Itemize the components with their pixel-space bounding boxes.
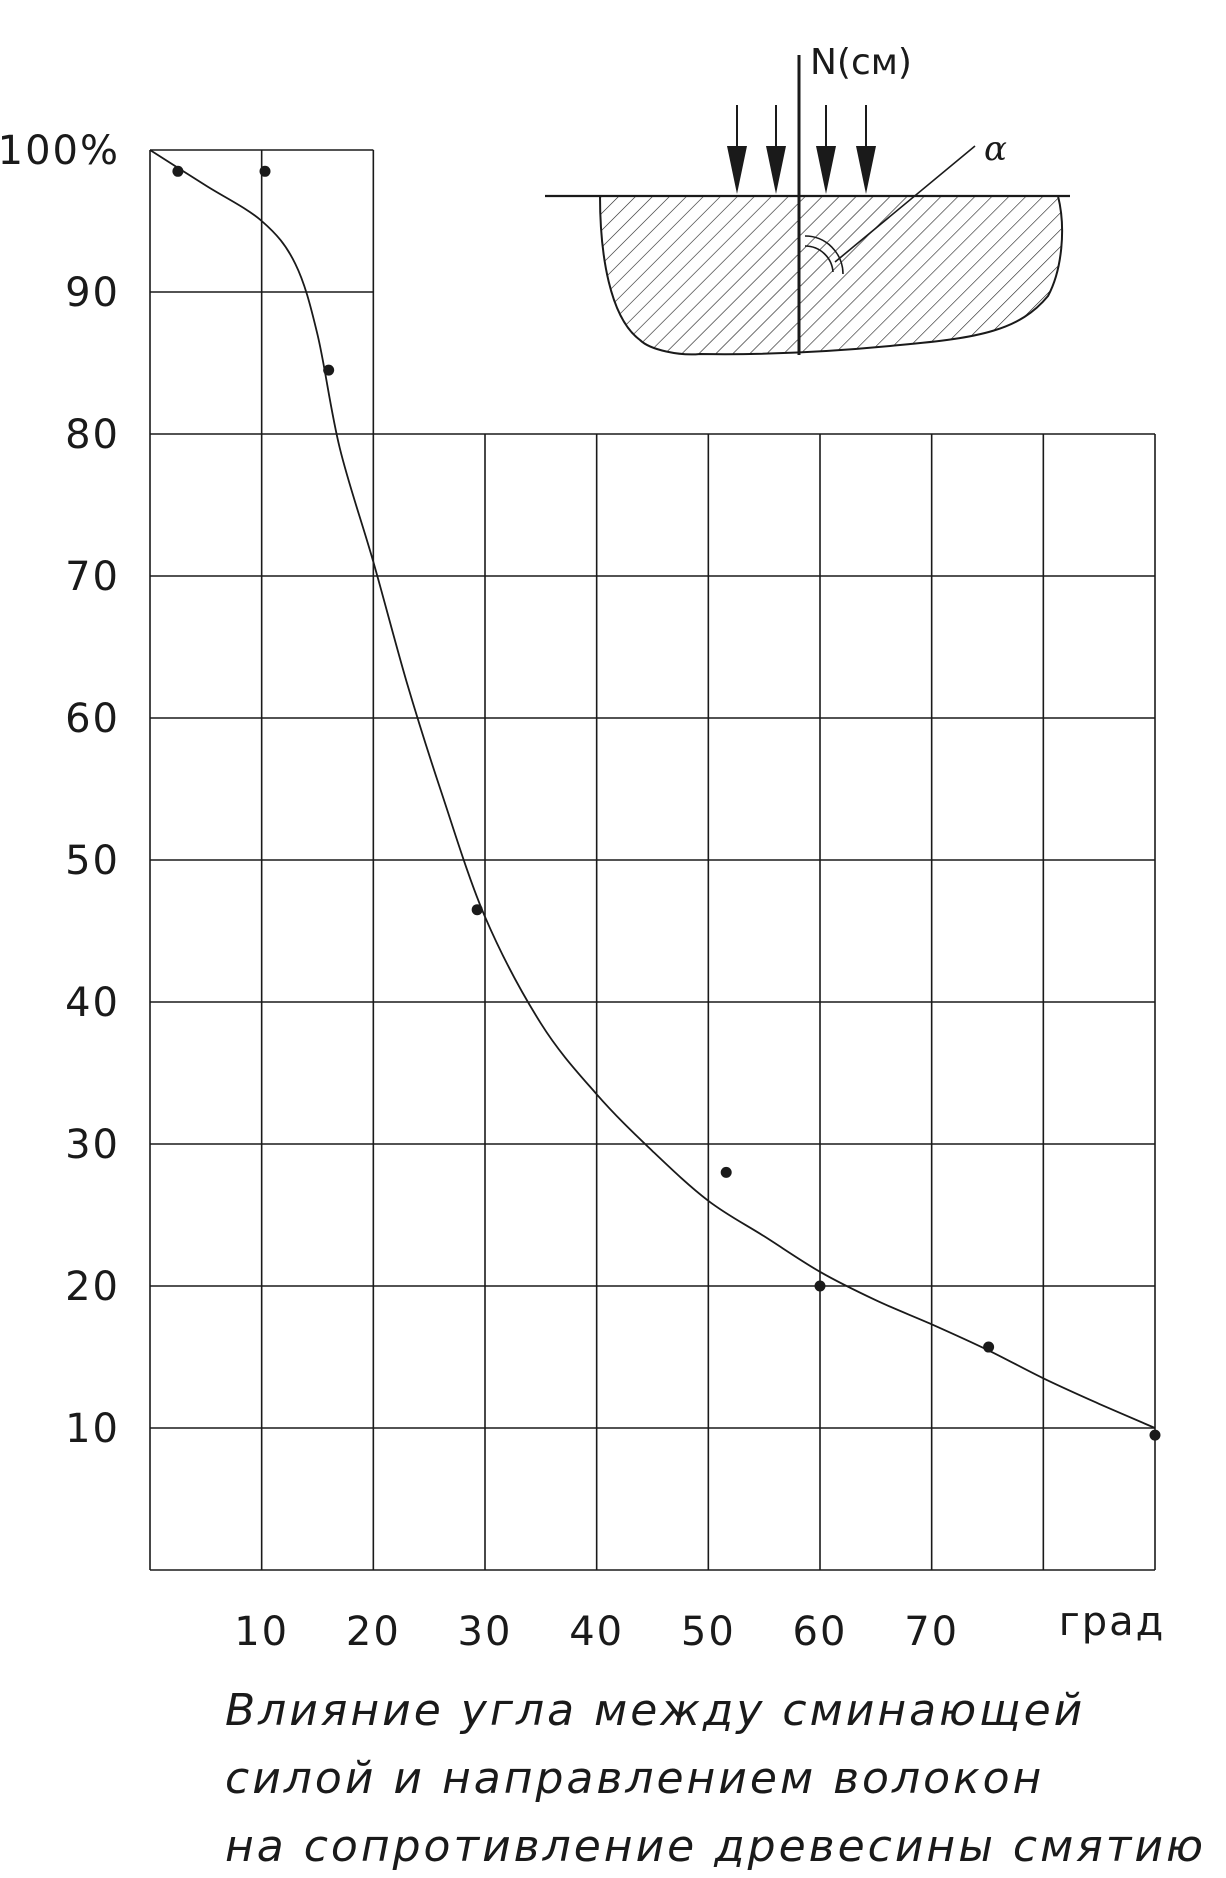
fit-curve (149, 149, 1156, 1429)
data-point (1149, 1429, 1161, 1441)
x-tick-label: 50 (681, 1609, 736, 1655)
load-arrow (856, 105, 876, 194)
y-tick-label: 40 (65, 980, 120, 1026)
y-tick-label: 20 (65, 1264, 120, 1310)
angle-label: α (984, 129, 1007, 169)
y-tick-label: 90 (65, 270, 120, 316)
y-tick-label: 10 (65, 1406, 120, 1452)
load-arrow (766, 105, 786, 194)
data-points (172, 165, 1161, 1441)
y-tick-label: 60 (65, 696, 120, 742)
inset-diagram: N(см) α (545, 42, 1070, 356)
data-point (172, 165, 184, 177)
x-tick-label: 40 (569, 1609, 624, 1655)
x-tick-labels: 10 20 30 40 50 60 70 (234, 1609, 959, 1655)
data-point (720, 1166, 732, 1178)
x-tick-label: 10 (234, 1609, 289, 1655)
y-tick-label: 30 (65, 1122, 120, 1168)
force-label: N(см) (810, 42, 912, 83)
y-tick-label: 100% (0, 128, 120, 174)
data-point (983, 1341, 995, 1353)
x-tick-label: 30 (458, 1609, 513, 1655)
angle-arc (804, 235, 844, 275)
load-arrow (727, 105, 747, 194)
data-point (471, 904, 483, 916)
grid-layer (149, 149, 1156, 1571)
caption-line-1: Влияние угла между сминающей (225, 1685, 1086, 1736)
x-axis-title: град (1059, 1599, 1166, 1645)
load-arrow (816, 105, 836, 194)
data-point (323, 364, 335, 376)
y-tick-label: 80 (65, 412, 120, 458)
angle-arc (804, 245, 834, 273)
data-point (259, 165, 271, 177)
caption-line-2: силой и направлением волокон (225, 1753, 1045, 1804)
y-tick-labels: 100% 90 80 70 60 50 40 30 20 10 (0, 128, 120, 1452)
x-tick-label: 60 (793, 1609, 848, 1655)
wood-section (598, 195, 1064, 356)
y-tick-label: 50 (65, 838, 120, 884)
caption-line-3: на сопротивление древесины смятию (225, 1821, 1207, 1872)
x-tick-label: 70 (904, 1609, 959, 1655)
x-tick-label: 20 (346, 1609, 401, 1655)
y-tick-label: 70 (65, 554, 120, 600)
data-point (814, 1280, 826, 1292)
angle-leader-line (834, 145, 976, 263)
